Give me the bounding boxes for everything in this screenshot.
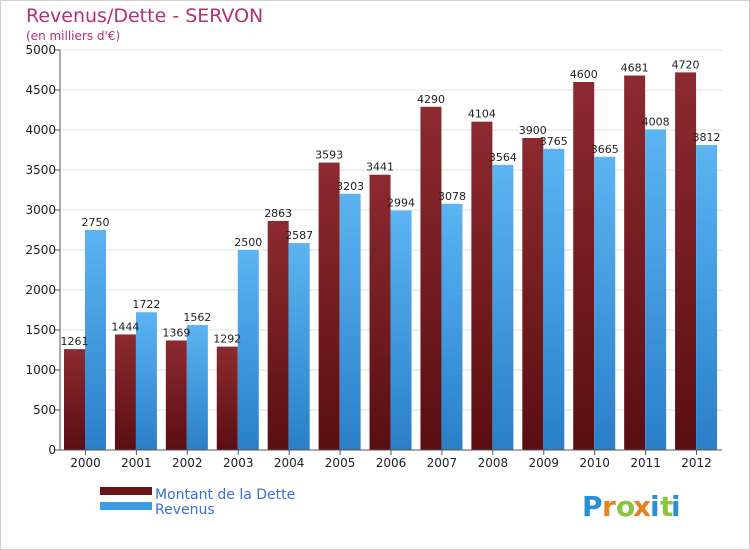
y-tick-label: 1500 bbox=[25, 323, 56, 337]
chart-title: Revenus/Dette - SERVON bbox=[26, 5, 263, 27]
y-tick-label: 3000 bbox=[25, 203, 56, 217]
bar-revenus-2012 bbox=[696, 145, 718, 451]
data-label-dette-2001: 1444 bbox=[111, 320, 139, 333]
x-tick-label-2002: 2002 bbox=[172, 456, 203, 470]
x-tick-label-2008: 2008 bbox=[478, 456, 509, 470]
y-tick-label: 3500 bbox=[25, 163, 56, 177]
data-label-dette-2003: 1292 bbox=[213, 333, 241, 346]
y-tick-label: 4000 bbox=[25, 123, 56, 137]
data-label-dette-2011: 4681 bbox=[621, 62, 649, 75]
data-label-revenus-2005: 3203 bbox=[336, 180, 364, 193]
bar-dette-2009 bbox=[522, 138, 544, 450]
bar-dette-2011 bbox=[624, 75, 646, 451]
bar-dette-2012 bbox=[675, 72, 697, 451]
data-label-revenus-2011: 4008 bbox=[642, 115, 670, 128]
bar-dette-2010 bbox=[573, 82, 595, 450]
data-label-dette-2010: 4600 bbox=[570, 68, 598, 81]
bar-revenus-2007 bbox=[441, 203, 463, 450]
data-label-dette-2009: 3900 bbox=[519, 124, 547, 137]
logo-letter-6: i bbox=[671, 490, 681, 523]
bar-revenus-2004 bbox=[288, 243, 310, 450]
bar-dette-2006 bbox=[369, 174, 391, 450]
legend-label-revenus: Revenus bbox=[155, 502, 215, 518]
data-label-revenus-2012: 3812 bbox=[693, 131, 721, 144]
data-label-dette-2000: 1261 bbox=[61, 335, 89, 348]
x-tick-label-2010: 2010 bbox=[579, 456, 610, 470]
chart-subtitle: (en milliers d'€) bbox=[26, 29, 120, 43]
data-label-dette-2002: 1369 bbox=[162, 326, 190, 339]
bar-revenus-2003 bbox=[237, 250, 259, 450]
data-label-revenus-2007: 3078 bbox=[438, 190, 466, 203]
data-label-dette-2006: 3441 bbox=[366, 161, 394, 174]
y-tick-label: 1000 bbox=[25, 363, 56, 377]
y-tick-label: 4500 bbox=[25, 83, 56, 97]
x-tick-label-2001: 2001 bbox=[121, 456, 152, 470]
y-tick-label: 5000 bbox=[25, 43, 56, 57]
bar-revenus-2011 bbox=[645, 129, 667, 451]
bar-dette-2004 bbox=[267, 220, 289, 450]
x-tick-label-2005: 2005 bbox=[325, 456, 356, 470]
bar-dette-2002 bbox=[165, 340, 187, 450]
data-label-revenus-2001: 1722 bbox=[132, 298, 160, 311]
data-label-revenus-2009: 3765 bbox=[540, 135, 568, 148]
data-label-dette-2012: 4720 bbox=[672, 58, 700, 71]
y-tick-label: 2500 bbox=[25, 243, 56, 257]
x-tick-label-2012: 2012 bbox=[681, 456, 712, 470]
logo-letter-1: r bbox=[602, 490, 616, 523]
bar-revenus-2010 bbox=[594, 156, 616, 451]
x-tick-label-2011: 2011 bbox=[630, 456, 661, 470]
bar-revenus-2006 bbox=[390, 210, 412, 450]
x-tick-label-2006: 2006 bbox=[376, 456, 407, 470]
x-tick-label-2007: 2007 bbox=[427, 456, 458, 470]
bar-revenus-2005 bbox=[339, 193, 361, 450]
data-label-dette-2004: 2863 bbox=[264, 207, 292, 220]
y-tick-label: 0 bbox=[48, 443, 56, 457]
legend-swatch-revenus bbox=[100, 502, 152, 510]
bar-dette-2007 bbox=[420, 106, 442, 451]
x-tick-label-2000: 2000 bbox=[70, 456, 101, 470]
bars-layer bbox=[64, 72, 718, 451]
data-label-revenus-2002: 1562 bbox=[183, 311, 211, 324]
axis-layer: 0 500 1000 1500 2000 2500 3000 3500 4000 4500 5000… bbox=[25, 43, 722, 470]
data-label-revenus-2008: 3564 bbox=[489, 151, 517, 164]
bar-dette-2003 bbox=[216, 346, 238, 450]
x-tick-label-2003: 2003 bbox=[223, 456, 254, 470]
bar-revenus-2000 bbox=[85, 230, 106, 450]
data-label-dette-2008: 4104 bbox=[468, 108, 496, 121]
bar-revenus-2009 bbox=[543, 148, 565, 451]
logo-letter-0: P bbox=[582, 490, 603, 523]
bar-revenus-2001 bbox=[135, 312, 157, 450]
bar-revenus-2002 bbox=[186, 325, 208, 450]
bar-dette-2005 bbox=[318, 162, 340, 450]
x-tick-label-2004: 2004 bbox=[274, 456, 305, 470]
bar-dette-2008 bbox=[471, 121, 493, 451]
data-label-revenus-2003: 2500 bbox=[234, 236, 262, 249]
bar-dette-2001 bbox=[114, 334, 136, 450]
data-label-revenus-2006: 2994 bbox=[387, 196, 415, 209]
legend-label-dette: Montant de la Dette bbox=[155, 487, 295, 503]
data-label-dette-2007: 4290 bbox=[417, 93, 445, 106]
y-tick-label: 2000 bbox=[25, 283, 56, 297]
logo-letter-4: i bbox=[650, 490, 660, 523]
y-tick-label: 500 bbox=[33, 403, 56, 417]
data-label-dette-2005: 3593 bbox=[315, 149, 343, 162]
legend-swatch-dette bbox=[100, 487, 152, 495]
data-label-revenus-2004: 2587 bbox=[285, 229, 313, 242]
logo-letter-3: x bbox=[633, 490, 651, 523]
data-label-revenus-2010: 3665 bbox=[591, 143, 619, 156]
bar-revenus-2008 bbox=[492, 164, 514, 450]
logo-letter-5: t bbox=[660, 490, 673, 523]
data-label-revenus-2000: 2750 bbox=[82, 216, 110, 229]
logo-letter-2: o bbox=[616, 490, 635, 523]
bar-dette-2000 bbox=[64, 349, 85, 450]
x-tick-label-2009: 2009 bbox=[528, 456, 559, 470]
